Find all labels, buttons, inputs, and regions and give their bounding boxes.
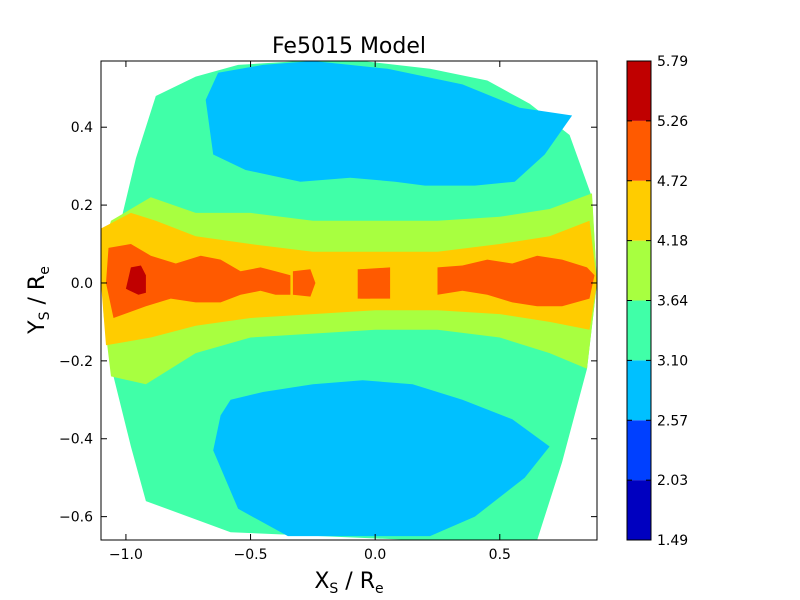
y-tick-label: −0.4: [59, 432, 93, 448]
contour-fill-group: [101, 61, 597, 540]
colorbar-label: 1.49: [657, 533, 688, 549]
colorbar-segment-3: [627, 300, 651, 361]
colorbar-segment-1: [627, 420, 651, 481]
contour-region-8: [360, 267, 391, 299]
axis-ticks: −1.0 −0.5 0.0 0.5 0.4 0.2 0.0 −0.2 −0.4 −0.6: [59, 61, 597, 563]
y-tick-label: −0.2: [59, 354, 93, 370]
colorbar-label: 2.03: [657, 473, 688, 489]
y-tick-label: 0.0: [71, 276, 93, 292]
y-tick-label: −0.6: [59, 510, 93, 526]
colorbar-label: 4.72: [657, 174, 688, 190]
contour-region-2: [213, 380, 550, 537]
contour-region-4: [101, 212, 597, 346]
colorbar-segment-6: [627, 120, 651, 181]
colorbar-segment-5: [627, 180, 651, 241]
y-tick-label: 0.2: [71, 198, 93, 214]
y-axis-label: YS / Re: [25, 266, 53, 335]
colorbar-label: 5.26: [657, 114, 688, 130]
contour-region-10: [125, 265, 146, 295]
x-tick-label: 0.0: [364, 547, 386, 563]
colorbar-segment-2: [627, 360, 651, 421]
colorbar-segment-4: [627, 240, 651, 301]
y-tick-label: 0.4: [71, 120, 93, 136]
x-tick-label: −0.5: [234, 547, 268, 563]
x-axis-label: XS / Re: [314, 569, 383, 597]
x-tick-label: −1.0: [109, 547, 143, 563]
colorbar: 1.49 2.03 2.57 3.10 3.64 4.18 4.72 5.26 5.79: [626, 54, 688, 549]
colorbar-label: 3.64: [657, 294, 688, 310]
colorbar-label: 4.18: [657, 234, 688, 250]
colorbar-label: 5.79: [657, 54, 688, 70]
x-tick-label: 0.5: [489, 547, 511, 563]
colorbar-segment-7: [627, 61, 651, 121]
colorbar-label: 2.57: [657, 413, 688, 429]
contour-region-1: [205, 61, 573, 186]
contour-region-9: [437, 255, 595, 307]
chart-title: Fe5015 Model: [272, 34, 426, 59]
colorbar-segment-0: [627, 480, 651, 540]
plot-frame: [100, 60, 598, 541]
contour-region-6: [292, 269, 316, 297]
contour-region-5: [106, 244, 291, 318]
colorbar-label: 3.10: [657, 353, 688, 369]
